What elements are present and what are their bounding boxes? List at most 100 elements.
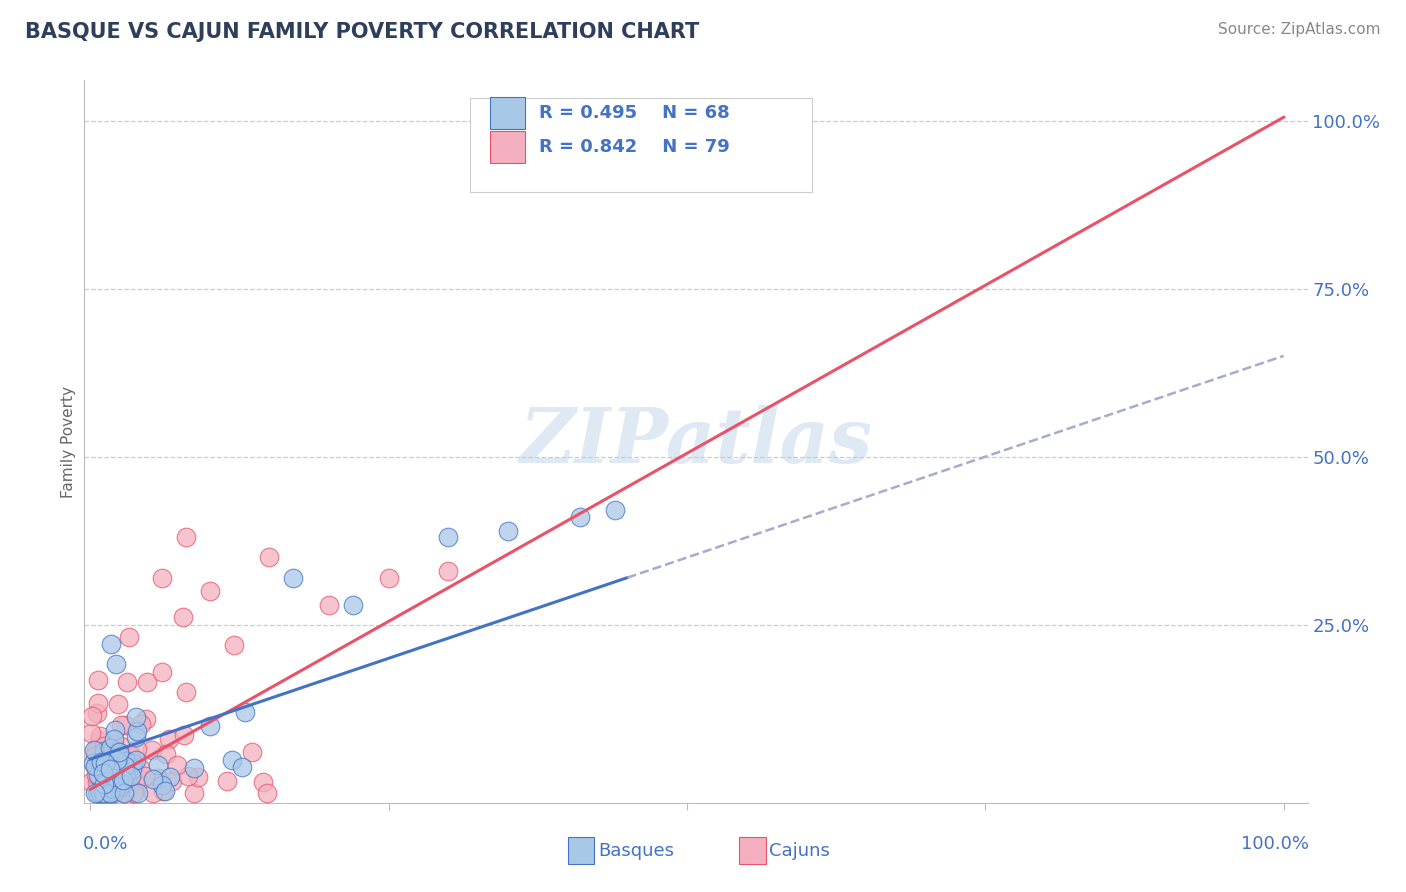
Point	[83, 742, 105, 756]
Point	[90, 747, 112, 762]
Point	[112, 786, 135, 800]
Point	[94, 786, 117, 800]
Point	[87, 697, 110, 711]
Point	[108, 780, 131, 795]
Point	[124, 777, 146, 791]
Point	[94, 769, 117, 783]
Point	[84, 760, 107, 774]
Text: Source: ZipAtlas.com: Source: ZipAtlas.com	[1218, 22, 1381, 37]
Point	[157, 732, 180, 747]
Point	[135, 675, 157, 690]
Point	[89, 772, 111, 786]
Point	[89, 786, 111, 800]
Bar	[738, 837, 766, 864]
Point	[127, 741, 149, 756]
Point	[91, 762, 114, 776]
Point	[120, 747, 142, 762]
Text: R = 0.842    N = 79: R = 0.842 N = 79	[540, 138, 730, 156]
Point	[120, 768, 142, 782]
Point	[146, 757, 169, 772]
Text: BASQUE VS CAJUN FAMILY POVERTY CORRELATION CHART: BASQUE VS CAJUN FAMILY POVERTY CORRELATI…	[25, 22, 700, 42]
Point	[222, 638, 245, 652]
Point	[172, 610, 194, 624]
Point	[94, 756, 117, 770]
Point	[83, 748, 105, 763]
Point	[103, 737, 125, 751]
Point	[93, 786, 115, 800]
Point	[231, 760, 253, 774]
Point	[105, 753, 128, 767]
Point	[110, 739, 132, 754]
Point	[235, 705, 257, 719]
Text: Cajuns: Cajuns	[769, 842, 830, 860]
Point	[183, 761, 205, 775]
Text: ZIPatlas: ZIPatlas	[519, 405, 873, 478]
Point	[605, 503, 627, 517]
Point	[107, 780, 129, 794]
Point	[90, 755, 112, 769]
Bar	[491, 97, 524, 129]
Point	[183, 786, 205, 800]
Bar	[491, 131, 524, 163]
Point	[89, 786, 111, 800]
Point	[121, 762, 143, 776]
Point	[97, 756, 120, 771]
Point	[283, 571, 305, 585]
Point	[142, 786, 165, 800]
Point	[117, 784, 139, 798]
Point	[91, 766, 114, 780]
Point	[107, 697, 129, 711]
Point	[115, 755, 138, 769]
Point	[87, 786, 110, 800]
Point	[122, 756, 145, 771]
Point	[437, 564, 460, 578]
Point	[103, 731, 125, 746]
Point	[150, 779, 173, 793]
Point	[86, 786, 108, 800]
Point	[100, 764, 122, 778]
Point	[112, 786, 135, 800]
Point	[134, 769, 156, 783]
Point	[256, 786, 278, 800]
Point	[318, 598, 340, 612]
Point	[176, 769, 198, 783]
Point	[104, 770, 127, 784]
Point	[129, 717, 152, 731]
Point	[125, 709, 148, 723]
Text: 100.0%: 100.0%	[1241, 835, 1309, 854]
Point	[198, 718, 221, 732]
Point	[125, 731, 148, 745]
Point	[125, 723, 148, 738]
Text: Basques: Basques	[598, 842, 673, 860]
Point	[83, 759, 105, 773]
Point	[150, 665, 173, 679]
Point	[135, 712, 157, 726]
Point	[103, 786, 125, 800]
Point	[82, 709, 104, 723]
Point	[91, 786, 114, 800]
Point	[437, 530, 460, 544]
Point	[80, 774, 103, 789]
Point	[114, 718, 136, 732]
Point	[568, 510, 591, 524]
Point	[89, 756, 111, 771]
Point	[159, 770, 181, 784]
Point	[141, 743, 163, 757]
Point	[496, 524, 519, 538]
Point	[98, 786, 121, 800]
Point	[80, 726, 103, 740]
Point	[252, 775, 274, 789]
Point	[160, 773, 183, 788]
Point	[82, 756, 104, 770]
Point	[110, 753, 132, 767]
Point	[110, 718, 132, 732]
Point	[124, 786, 146, 800]
FancyBboxPatch shape	[470, 98, 813, 193]
Point	[115, 754, 138, 768]
Point	[87, 673, 110, 688]
Point	[148, 771, 170, 785]
Point	[104, 657, 127, 671]
Point	[96, 786, 118, 800]
Point	[100, 750, 122, 764]
Point	[125, 753, 148, 767]
